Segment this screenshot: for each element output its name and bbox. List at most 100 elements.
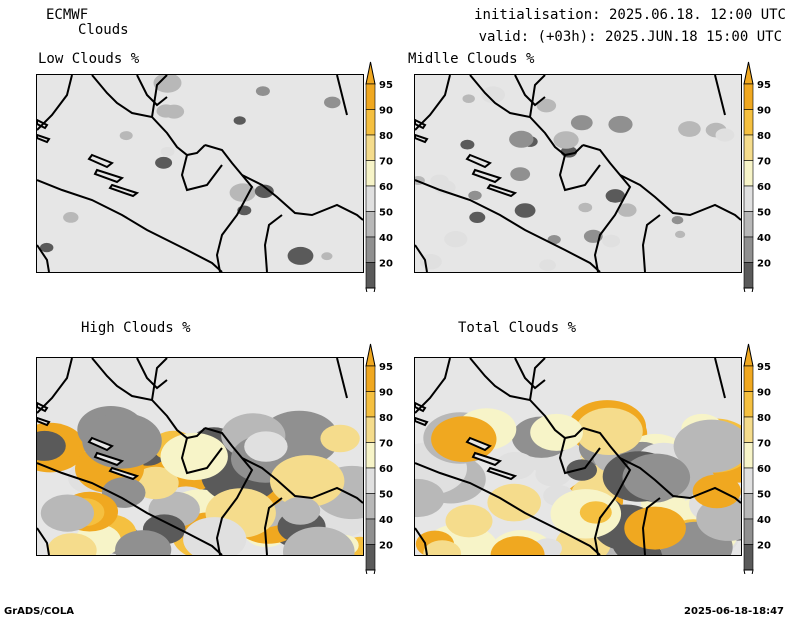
colorbar-segment bbox=[743, 467, 754, 494]
cloud-area bbox=[183, 517, 247, 555]
cloud-area bbox=[287, 246, 314, 265]
border-line bbox=[558, 154, 601, 192]
colorbar-tick-label: 90 bbox=[757, 106, 771, 117]
border-line bbox=[641, 214, 661, 272]
map-low-clouds bbox=[36, 74, 364, 273]
colorbar-segment bbox=[743, 416, 754, 443]
cloud-area bbox=[40, 242, 54, 253]
colorbar-tick-label: 40 bbox=[379, 515, 393, 526]
border-line bbox=[415, 75, 451, 131]
cloud-area bbox=[553, 131, 579, 149]
island-outline bbox=[87, 436, 114, 452]
cloud-area bbox=[255, 86, 270, 96]
panel-title-high: High Clouds % bbox=[81, 320, 191, 336]
colorbar-arrow-top bbox=[365, 61, 376, 85]
cloud-area bbox=[608, 115, 633, 133]
colorbar-tick-label: 80 bbox=[757, 131, 771, 142]
colorbar-arrow-top bbox=[743, 343, 754, 367]
cloud-area bbox=[696, 496, 741, 541]
footer-software: GrADS/COLA bbox=[4, 606, 74, 617]
colorbar: 95 90 80 70 60 50 40 20 bbox=[742, 342, 786, 574]
border-line bbox=[415, 527, 428, 555]
colorbar-segment bbox=[365, 211, 376, 238]
colorbar-segment bbox=[743, 109, 754, 136]
colorbar-segment bbox=[365, 544, 376, 571]
border-line bbox=[204, 144, 254, 272]
cloud-area bbox=[566, 459, 597, 481]
colorbar-segment bbox=[365, 236, 376, 263]
border-line bbox=[37, 358, 73, 414]
map-high-clouds bbox=[36, 357, 364, 556]
cloud-area bbox=[434, 180, 456, 195]
colorbar-tick-label: 40 bbox=[757, 233, 771, 244]
colorbar-tick-label: 40 bbox=[757, 515, 771, 526]
border-line bbox=[180, 437, 223, 475]
colorbar-tick-label: 50 bbox=[379, 208, 393, 219]
colorbar-segment bbox=[365, 518, 376, 545]
cloud-area bbox=[445, 504, 493, 538]
colorbar-tick-label: 95 bbox=[379, 80, 393, 91]
colorbar-tick-label: 70 bbox=[379, 157, 393, 168]
cloud-area bbox=[321, 252, 333, 261]
border-line bbox=[336, 75, 348, 116]
cloud-area bbox=[37, 430, 66, 461]
colorbar-tick-label: 90 bbox=[379, 106, 393, 117]
cloud-area bbox=[622, 453, 691, 501]
colorbar-tick-label: 90 bbox=[757, 388, 771, 399]
border-line bbox=[241, 457, 363, 504]
cloud-area bbox=[270, 455, 345, 508]
cloud-area bbox=[283, 526, 355, 555]
colorbar-tick-label: 95 bbox=[379, 362, 393, 373]
island-outline bbox=[108, 466, 140, 481]
cloud-area bbox=[119, 131, 133, 141]
cloud-area bbox=[578, 202, 593, 213]
colorbar-segment bbox=[365, 493, 376, 520]
cloud-area bbox=[481, 86, 505, 104]
cloud-area bbox=[490, 536, 545, 555]
colorbar-tick-label: 70 bbox=[757, 439, 771, 450]
island-outline bbox=[37, 416, 51, 427]
cloud-area bbox=[160, 432, 228, 481]
cloud-area bbox=[229, 183, 256, 202]
cloud-area bbox=[115, 530, 172, 555]
cloud-area bbox=[673, 419, 741, 473]
border-line bbox=[582, 427, 632, 555]
cloud-area bbox=[678, 121, 701, 137]
island-outline bbox=[108, 183, 140, 198]
colorbar-tick-label: 90 bbox=[379, 388, 393, 399]
cloud-area bbox=[324, 96, 341, 109]
cloud-area bbox=[535, 461, 572, 487]
colorbar-segment bbox=[365, 416, 376, 443]
cloud-area bbox=[462, 94, 475, 103]
colorbar-arrow-top bbox=[743, 61, 754, 85]
colorbar-tick-label: 80 bbox=[379, 413, 393, 424]
border-line bbox=[263, 214, 283, 272]
colorbar-segment bbox=[743, 160, 754, 187]
border-line bbox=[263, 497, 283, 555]
island-outline bbox=[465, 436, 492, 452]
panel-title-low: Low Clouds % bbox=[38, 51, 140, 67]
island-outline bbox=[415, 133, 429, 144]
border-line bbox=[415, 358, 451, 414]
border-line bbox=[529, 75, 546, 118]
colorbar-segment bbox=[743, 442, 754, 469]
island-outline bbox=[486, 466, 518, 481]
colorbar: 95 90 80 70 60 50 40 20 bbox=[364, 342, 408, 574]
cloud-area bbox=[280, 496, 321, 525]
border-line bbox=[582, 144, 632, 272]
border-line bbox=[529, 358, 546, 401]
colorbar-arrow-bottom bbox=[743, 569, 754, 574]
colorbar-tick-label: 20 bbox=[757, 541, 771, 552]
border-line bbox=[151, 75, 168, 118]
border-line bbox=[37, 462, 223, 555]
cloud-area bbox=[469, 211, 486, 223]
model-name: ECMWF bbox=[46, 7, 89, 23]
border-line bbox=[619, 174, 741, 221]
cloud-area bbox=[570, 115, 593, 131]
border-line bbox=[514, 358, 546, 390]
cloud-area bbox=[605, 189, 625, 203]
border-line bbox=[91, 358, 206, 440]
colorbar-segment bbox=[743, 262, 754, 289]
cloud-area bbox=[536, 98, 557, 113]
cloud-area bbox=[320, 424, 360, 453]
